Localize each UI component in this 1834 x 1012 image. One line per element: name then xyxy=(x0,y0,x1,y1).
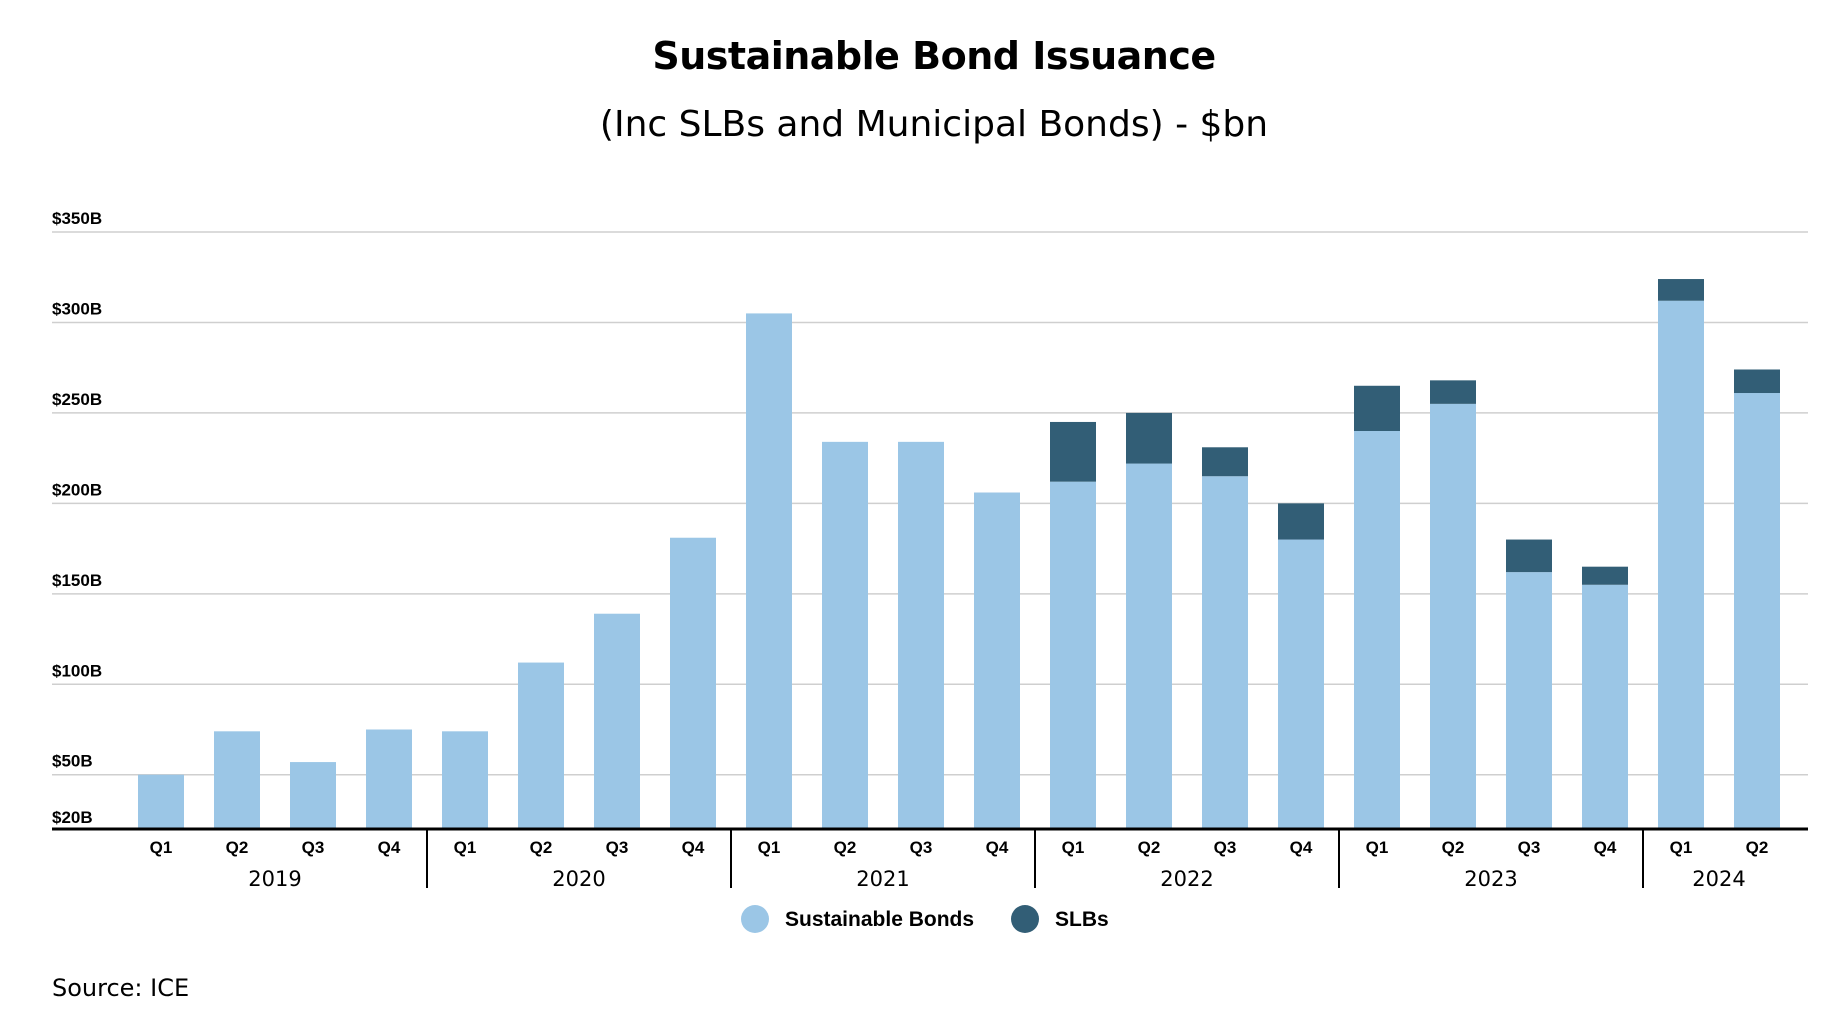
bar-sustainable-bonds xyxy=(746,313,792,830)
x-axis: Q1 Q2 Q3 Q4 Q1 Q2 Q3 Q4 Q1 Q2 Q3 Q4 Q1 Q2 Q3 Q4 Q1 Q2 Q3 Q4… xyxy=(52,827,1808,891)
bar-slbs xyxy=(1050,421,1096,482)
bar-sustainable-bonds xyxy=(1278,539,1324,829)
bar-sustainable-bonds xyxy=(1430,403,1476,829)
bar-sustainable-bonds xyxy=(822,441,868,829)
y-tick-label: $150B xyxy=(52,571,102,590)
bar-slbs xyxy=(1354,385,1400,431)
x-tick-label: Q1 xyxy=(1062,838,1085,857)
x-tick-label: Q2 xyxy=(1746,838,1769,857)
bar-sustainable-bonds xyxy=(1050,481,1096,829)
bar-sustainable-bonds xyxy=(290,762,336,829)
bar-sustainable-bonds xyxy=(518,662,564,829)
x-tick-label: Q4 xyxy=(1290,838,1313,857)
x-tick-label: Q1 xyxy=(1670,838,1693,857)
x-tick-label: Q4 xyxy=(682,838,705,857)
legend-label: SLBs xyxy=(1055,908,1109,931)
x-tick-label: Q3 xyxy=(302,838,325,857)
legend-swatch xyxy=(1011,905,1039,933)
x-tick-label: Q2 xyxy=(1442,838,1465,857)
chart-title: Sustainable Bond Issuance xyxy=(652,34,1216,78)
legend-label: Sustainable Bonds xyxy=(785,908,974,931)
y-axis-tick-labels: $20B $50B $100B $150B $200B $250B $300B $350B xyxy=(52,209,102,827)
x-group-label: 2019 xyxy=(248,867,301,891)
y-tick-label: $200B xyxy=(52,480,102,499)
bar-sustainable-bonds xyxy=(1202,476,1248,829)
bar-sustainable-bonds xyxy=(898,441,944,829)
bar-slbs xyxy=(1582,566,1628,585)
bar-sustainable-bonds xyxy=(1734,393,1780,829)
bar-slbs xyxy=(1430,380,1476,404)
bar-slbs xyxy=(1734,369,1780,394)
bar-sustainable-bonds xyxy=(1658,300,1704,829)
bar-slbs xyxy=(1126,412,1172,464)
x-tick-label: Q4 xyxy=(378,838,401,857)
legend-item: SLBs xyxy=(1011,905,1109,933)
bar-slbs xyxy=(1278,503,1324,540)
x-tick-label: Q3 xyxy=(1518,838,1541,857)
x-tick-label: Q1 xyxy=(758,838,781,857)
x-group-label: 2022 xyxy=(1160,867,1213,891)
bar-sustainable-bonds xyxy=(138,774,184,829)
x-tick-label: Q2 xyxy=(530,838,553,857)
bar-sustainable-bonds xyxy=(1506,572,1552,829)
y-tick-label: $350B xyxy=(52,209,102,228)
y-tick-label: $20B xyxy=(52,808,93,827)
x-tick-label: Q2 xyxy=(834,838,857,857)
chart-subtitle: (Inc SLBs and Municipal Bonds) - $bn xyxy=(599,104,1269,145)
bar-sustainable-bonds xyxy=(442,731,488,829)
bar-sustainable-bonds xyxy=(594,613,640,829)
x-tick-label: Q2 xyxy=(226,838,249,857)
x-tick-label: Q4 xyxy=(1594,838,1617,857)
legend-swatch xyxy=(741,905,769,933)
legend-item: Sustainable Bonds xyxy=(741,905,974,933)
x-tick-label: Q1 xyxy=(150,838,173,857)
legend: Sustainable Bonds SLBs xyxy=(741,905,1109,933)
bar-sustainable-bonds xyxy=(1354,431,1400,829)
x-tick-label: Q1 xyxy=(454,838,477,857)
x-group-label: 2024 xyxy=(1692,867,1745,891)
x-tick-label: Q4 xyxy=(986,838,1009,857)
y-tick-label: $250B xyxy=(52,390,102,409)
bar-sustainable-bonds xyxy=(1582,584,1628,829)
bar-sustainable-bonds xyxy=(214,731,260,829)
x-tick-label: Q3 xyxy=(1214,838,1237,857)
source-note: Source: ICE xyxy=(52,974,190,1002)
bar-slbs xyxy=(1202,447,1248,477)
x-group-label: 2020 xyxy=(552,867,605,891)
bar-sustainable-bonds xyxy=(670,537,716,829)
bar-sustainable-bonds xyxy=(1126,463,1172,829)
bar-sustainable-bonds xyxy=(366,729,412,829)
y-tick-label: $50B xyxy=(52,752,93,771)
bars xyxy=(138,279,1780,830)
x-group-label: 2021 xyxy=(856,867,909,891)
x-tick-label: Q3 xyxy=(910,838,933,857)
x-group-label: 2023 xyxy=(1464,867,1517,891)
y-tick-label: $100B xyxy=(52,661,102,680)
bar-slbs xyxy=(1658,279,1704,301)
y-tick-label: $300B xyxy=(52,299,102,318)
bar-sustainable-bonds xyxy=(974,492,1020,829)
x-tick-label: Q2 xyxy=(1138,838,1161,857)
x-tick-label: Q3 xyxy=(606,838,629,857)
bar-slbs xyxy=(1506,539,1552,573)
x-tick-label: Q1 xyxy=(1366,838,1389,857)
